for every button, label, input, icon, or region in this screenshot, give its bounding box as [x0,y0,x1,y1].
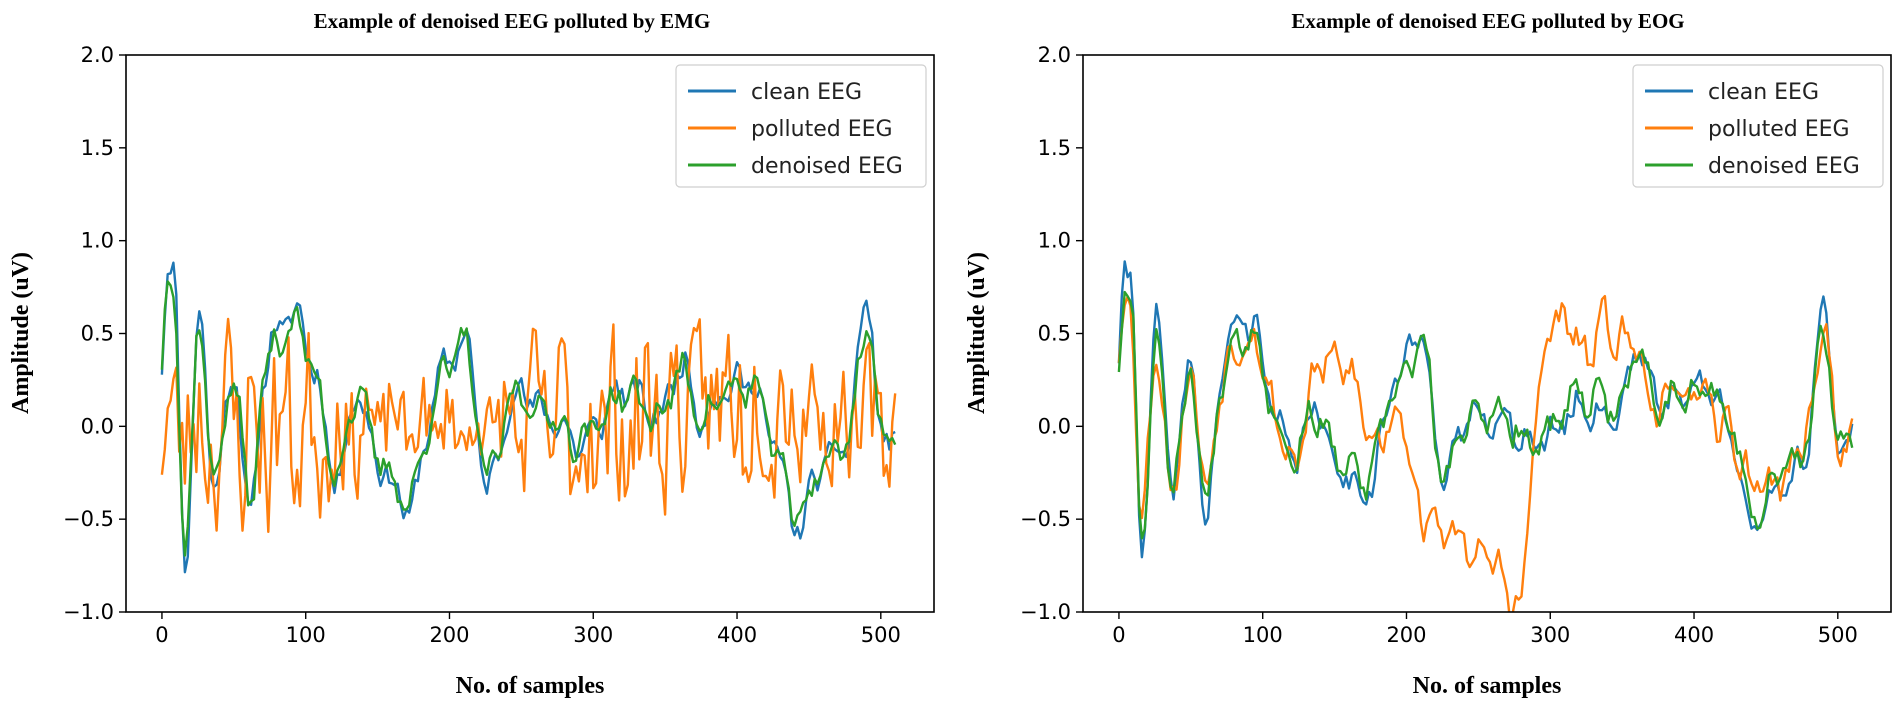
chart-title: Example of denoised EEG polluted by EMG [314,9,711,33]
y-axis-label: Amplitude (uV) [964,252,990,414]
legend-box [1632,64,1884,188]
y-axis-label: Amplitude (uV) [8,252,34,414]
series-line-polluted-eeg [1117,294,1854,612]
x-tick-label: 400 [1674,623,1714,647]
series-line-clean-eeg [160,261,896,574]
x-tick-label: 0 [155,623,168,647]
legend-label: clean EEG [1708,80,1819,105]
series-line-denoised-eeg [1117,290,1854,540]
legend-label: clean EEG [751,80,862,105]
series-line-polluted-eeg [160,317,897,533]
x-tick-label: 100 [286,623,326,647]
y-tick-label: 0.5 [1038,322,1071,346]
legend-label: polluted EEG [1708,117,1850,142]
plot-area: 0 100 200 300 400 500−1.0−0.50.00.51.01.52.0 … [1020,43,1892,647]
y-tick-label: 1.0 [81,229,114,253]
chart-emg: Example of denoised EEG polluted by EMG … [8,9,935,699]
y-tick-label: 1.0 [1038,229,1071,253]
y-tick-label: 0.5 [81,322,114,346]
legend-label: polluted EEG [751,117,893,142]
legend-label: denoised EEG [751,154,903,179]
legend-label: denoised EEG [1708,154,1860,179]
series-line-denoised-eeg [160,280,897,557]
x-tick-label: 200 [1386,623,1426,647]
y-tick-label: 1.5 [81,136,114,160]
x-tick-label: 100 [1243,623,1283,647]
x-tick-label: 400 [717,623,757,647]
x-tick-label: 500 [861,623,901,647]
chart-eog: Example of denoised EEG polluted by EOG … [964,9,1892,699]
x-tick-label: 200 [429,623,469,647]
x-tick-label: 500 [1818,623,1858,647]
legend: clean EEG polluted EEG denoised EEG [675,64,927,188]
x-tick-label: 300 [1530,623,1570,647]
plot-area: 0 100 200 300 400 500−1.0−0.50.00.51.01.52.0 … [63,43,935,647]
y-tick-label: −1.0 [63,600,114,624]
y-tick-label: 2.0 [1038,43,1071,67]
y-tick-label: 2.0 [81,43,114,67]
x-axis-label: No. of samples [456,673,605,699]
y-tick-label: 1.5 [1038,136,1071,160]
y-tick-label: 0.0 [1038,414,1071,438]
series-line-clean-eeg [1117,260,1854,559]
legend: clean EEG polluted EEG denoised EEG [1632,64,1884,188]
x-tick-label: 300 [573,623,613,647]
legend-box [675,64,927,188]
chart-title: Example of denoised EEG polluted by EOG [1291,9,1684,33]
y-tick-label: 0.0 [81,414,114,438]
y-tick-label: −0.5 [63,507,114,531]
y-tick-label: −0.5 [1020,507,1071,531]
x-tick-label: 0 [1112,623,1125,647]
x-axis-label: No. of samples [1413,673,1562,699]
y-tick-label: −1.0 [1020,600,1071,624]
